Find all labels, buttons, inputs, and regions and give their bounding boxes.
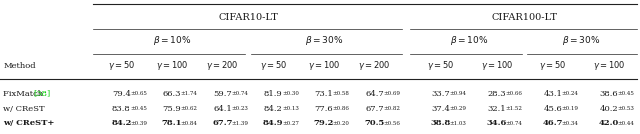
Text: $\beta = 30\%$: $\beta = 30\%$ xyxy=(305,34,343,47)
Text: ±0.45: ±0.45 xyxy=(130,106,147,111)
Text: ±0.39: ±0.39 xyxy=(130,121,147,126)
Text: ±0.69: ±0.69 xyxy=(383,91,400,96)
Text: CIFAR10-LT: CIFAR10-LT xyxy=(218,13,278,22)
Text: 66.3: 66.3 xyxy=(163,90,181,98)
Text: $\gamma = 50$: $\gamma = 50$ xyxy=(260,59,287,72)
Text: $\gamma = 50$: $\gamma = 50$ xyxy=(539,59,566,72)
Text: $\gamma = 100$: $\gamma = 100$ xyxy=(593,59,625,72)
Text: w/ CReST+: w/ CReST+ xyxy=(3,119,54,127)
Text: ±0.86: ±0.86 xyxy=(333,106,349,111)
Text: $\gamma = 50$: $\gamma = 50$ xyxy=(427,59,454,72)
Text: $\gamma = 200$: $\gamma = 200$ xyxy=(206,59,239,72)
Text: ±0.56: ±0.56 xyxy=(383,121,400,126)
Text: CIFAR100-LT: CIFAR100-LT xyxy=(492,13,558,22)
Text: ±0.27: ±0.27 xyxy=(282,121,299,126)
Text: 78.1: 78.1 xyxy=(162,119,182,127)
Text: 79.4: 79.4 xyxy=(112,90,131,98)
Text: 38.8: 38.8 xyxy=(431,119,451,127)
Text: Method: Method xyxy=(3,62,36,70)
Text: $\beta = 10\%$: $\beta = 10\%$ xyxy=(153,34,191,47)
Text: 64.1: 64.1 xyxy=(213,105,232,113)
Text: ±0.19: ±0.19 xyxy=(561,106,579,111)
Text: 40.2: 40.2 xyxy=(600,105,618,113)
Text: $\beta = 10\%$: $\beta = 10\%$ xyxy=(450,34,488,47)
Text: 84.9: 84.9 xyxy=(263,119,284,127)
Text: ±0.62: ±0.62 xyxy=(180,106,198,111)
Text: FixMatch: FixMatch xyxy=(3,90,46,98)
Text: 79.2: 79.2 xyxy=(314,119,334,127)
Text: [38]: [38] xyxy=(33,90,51,98)
Text: 83.8: 83.8 xyxy=(112,105,131,113)
Text: $\gamma = 100$: $\gamma = 100$ xyxy=(481,59,513,72)
Text: $\gamma = 200$: $\gamma = 200$ xyxy=(358,59,391,72)
Text: $\beta = 30\%$: $\beta = 30\%$ xyxy=(562,34,600,47)
Text: 84.2: 84.2 xyxy=(264,105,283,113)
Text: ±1.03: ±1.03 xyxy=(449,121,467,126)
Text: $\gamma = 100$: $\gamma = 100$ xyxy=(308,59,340,72)
Text: 59.7: 59.7 xyxy=(213,90,232,98)
Text: ±0.53: ±0.53 xyxy=(618,106,634,111)
Text: $\gamma = 100$: $\gamma = 100$ xyxy=(156,59,188,72)
Text: ±0.30: ±0.30 xyxy=(282,91,299,96)
Text: w/ CReST: w/ CReST xyxy=(3,105,45,113)
Text: ±0.84: ±0.84 xyxy=(180,121,198,126)
Text: 32.1: 32.1 xyxy=(488,105,506,113)
Text: 37.4: 37.4 xyxy=(431,105,450,113)
Text: ±0.45: ±0.45 xyxy=(618,91,634,96)
Text: 34.6: 34.6 xyxy=(486,119,507,127)
Text: ±0.29: ±0.29 xyxy=(449,106,467,111)
Text: ±1.39: ±1.39 xyxy=(231,121,248,126)
Text: ±0.82: ±0.82 xyxy=(383,106,400,111)
Text: ±1.52: ±1.52 xyxy=(506,106,522,111)
Text: ±1.74: ±1.74 xyxy=(180,91,198,96)
Text: 43.1: 43.1 xyxy=(543,90,562,98)
Text: ±0.66: ±0.66 xyxy=(506,91,522,96)
Text: 67.7: 67.7 xyxy=(212,119,233,127)
Text: 64.7: 64.7 xyxy=(365,90,384,98)
Text: 77.6: 77.6 xyxy=(315,105,333,113)
Text: 70.5: 70.5 xyxy=(365,119,385,127)
Text: ±0.94: ±0.94 xyxy=(449,91,467,96)
Text: 46.7: 46.7 xyxy=(543,119,563,127)
Text: 81.9: 81.9 xyxy=(264,90,283,98)
Text: ±0.34: ±0.34 xyxy=(561,121,579,126)
Text: 33.7: 33.7 xyxy=(431,90,450,98)
Text: ±0.74: ±0.74 xyxy=(231,91,248,96)
Text: ±0.20: ±0.20 xyxy=(333,121,349,126)
Text: 67.7: 67.7 xyxy=(365,105,384,113)
Text: 38.6: 38.6 xyxy=(600,90,618,98)
Text: ±0.58: ±0.58 xyxy=(333,91,349,96)
Text: 73.1: 73.1 xyxy=(315,90,333,98)
Text: ±0.65: ±0.65 xyxy=(130,91,147,96)
Text: ±0.44: ±0.44 xyxy=(618,121,634,126)
Text: ±0.23: ±0.23 xyxy=(231,106,248,111)
Text: 28.3: 28.3 xyxy=(488,90,506,98)
Text: ±0.13: ±0.13 xyxy=(282,106,299,111)
Text: 42.0: 42.0 xyxy=(598,119,619,127)
Text: 45.6: 45.6 xyxy=(543,105,562,113)
Text: ±0.74: ±0.74 xyxy=(506,121,522,126)
Text: 75.9: 75.9 xyxy=(163,105,181,113)
Text: $\gamma = 50$: $\gamma = 50$ xyxy=(108,59,135,72)
Text: ±0.24: ±0.24 xyxy=(561,91,579,96)
Text: 84.2: 84.2 xyxy=(111,119,132,127)
